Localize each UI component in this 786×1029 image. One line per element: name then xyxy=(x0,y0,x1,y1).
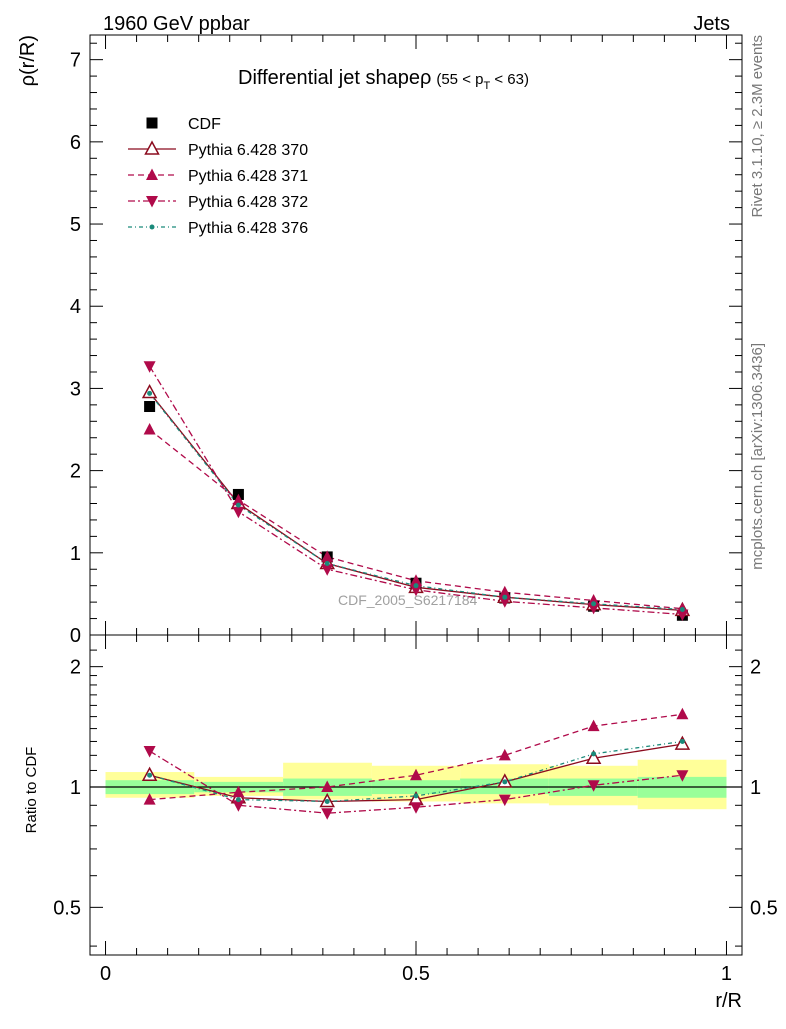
data-point xyxy=(235,502,241,508)
data-point xyxy=(679,607,685,613)
rivet-side-label: Rivet 3.1.10, ≥ 2.3M events xyxy=(749,35,766,218)
ratio-data-point xyxy=(235,797,241,803)
y-tick-label: 3 xyxy=(70,378,81,400)
header-right-label: Jets xyxy=(693,13,730,35)
data-point xyxy=(321,564,334,576)
ratio-data-point xyxy=(679,738,685,744)
mcplots-side-label: mcplots.cern.ch [arXiv:1306.3436] xyxy=(749,343,766,570)
legend-marker xyxy=(146,168,158,180)
data-point xyxy=(498,596,511,608)
y-tick-label: 0 xyxy=(70,625,81,647)
ratio-y-tick-label: 2 xyxy=(70,657,81,679)
legend-label: Pythia 6.428 371 xyxy=(188,168,308,185)
legend-marker xyxy=(144,140,160,155)
data-point xyxy=(676,609,689,621)
legend: CDF Pythia 6.428 370 Pythia 6.428 371 Pythi… xyxy=(128,116,308,237)
data-point xyxy=(410,584,422,597)
data-point xyxy=(502,594,508,600)
ratio-data-point xyxy=(587,780,600,792)
data-point xyxy=(413,583,419,589)
ratio-data-point xyxy=(147,772,153,778)
header-left-label: 1960 GeV ppbar xyxy=(103,13,250,35)
chart-title-cut-prefix: (55 < p xyxy=(436,71,483,88)
chart-title: Differential jet shapeρ (55 < pT < 63) xyxy=(238,67,529,92)
y-tick-label: 5 xyxy=(70,214,81,236)
data-point xyxy=(587,602,600,615)
ratio-y-tick-label-right: 1 xyxy=(750,777,761,799)
legend-label: Pythia 6.428 376 xyxy=(188,220,308,237)
data-point xyxy=(143,361,156,373)
ratio-y-tick-label-right: 2 xyxy=(750,657,761,679)
data-point xyxy=(591,601,597,607)
data-point xyxy=(410,574,422,586)
legend-label: CDF xyxy=(188,116,221,133)
y-tick-label: 6 xyxy=(70,132,81,154)
ratio-data-point xyxy=(413,793,419,799)
chart-title-main: Differential jet shapeρ xyxy=(238,67,431,89)
main-plot: 0 1 2 3 4 5 6 7 xyxy=(70,34,743,647)
data-point xyxy=(232,506,245,519)
ratio-data-point xyxy=(591,751,597,757)
data-point xyxy=(587,593,600,606)
ratio-data-point xyxy=(587,719,600,732)
data-point xyxy=(498,585,511,598)
ratio-y-tick-label: 1 xyxy=(70,777,81,799)
ratio-data-point xyxy=(143,793,156,805)
y-axis-label-ratio: Ratio to CDF xyxy=(23,747,40,834)
data-point xyxy=(144,401,156,413)
x-tick-label: 0 xyxy=(100,963,111,985)
ratio-data-point xyxy=(143,746,156,758)
ratio-data-point xyxy=(321,808,334,820)
ratio-data-point xyxy=(232,800,245,812)
x-axis-label: r/R xyxy=(715,990,742,1012)
ratio-data-point xyxy=(324,798,330,804)
ratio-data-point xyxy=(410,802,422,814)
y-axis-label-main: ρ(r/R) xyxy=(17,35,39,86)
y-tick-label: 7 xyxy=(70,50,81,72)
ratio-data-point xyxy=(498,748,511,761)
data-point xyxy=(143,423,156,435)
ratio-data-point xyxy=(410,768,422,781)
legend-label: Pythia 6.428 370 xyxy=(188,142,308,159)
x-tick-label: 1 xyxy=(721,963,732,985)
legend-marker xyxy=(146,117,158,129)
ratio-y-tick-label: 0.5 xyxy=(53,897,81,919)
chart-title-cut-sub: T xyxy=(483,80,490,92)
ratio-y-tick-label-right: 0.5 xyxy=(750,897,778,919)
analysis-watermark: CDF_2005_S6217184 xyxy=(338,592,478,608)
data-point xyxy=(232,493,245,506)
legend-marker xyxy=(146,196,158,208)
ratio-data-point xyxy=(498,794,511,807)
y-tick-label: 4 xyxy=(70,296,81,318)
ratio-data-point xyxy=(321,780,334,793)
data-point xyxy=(324,560,330,566)
y-tick-label: 1 xyxy=(70,543,81,565)
ratio-plot: 0 0.5 1 0.5 0.5 1 1 2 2 xyxy=(53,634,778,985)
legend-marker xyxy=(149,224,155,230)
data-point xyxy=(147,390,153,396)
ratio-data-point xyxy=(676,707,689,720)
y-tick-label: 2 xyxy=(70,461,81,483)
data-point xyxy=(321,550,334,562)
ratio-data-point xyxy=(676,770,689,782)
ratio-data-point xyxy=(585,749,602,765)
ratio-data-point xyxy=(502,779,508,785)
chart-title-cut-suffix: < 63) xyxy=(490,71,529,88)
ratio-data-point xyxy=(232,785,245,798)
x-tick-label: 0.5 xyxy=(402,963,430,985)
legend-label: Pythia 6.428 372 xyxy=(188,194,308,211)
